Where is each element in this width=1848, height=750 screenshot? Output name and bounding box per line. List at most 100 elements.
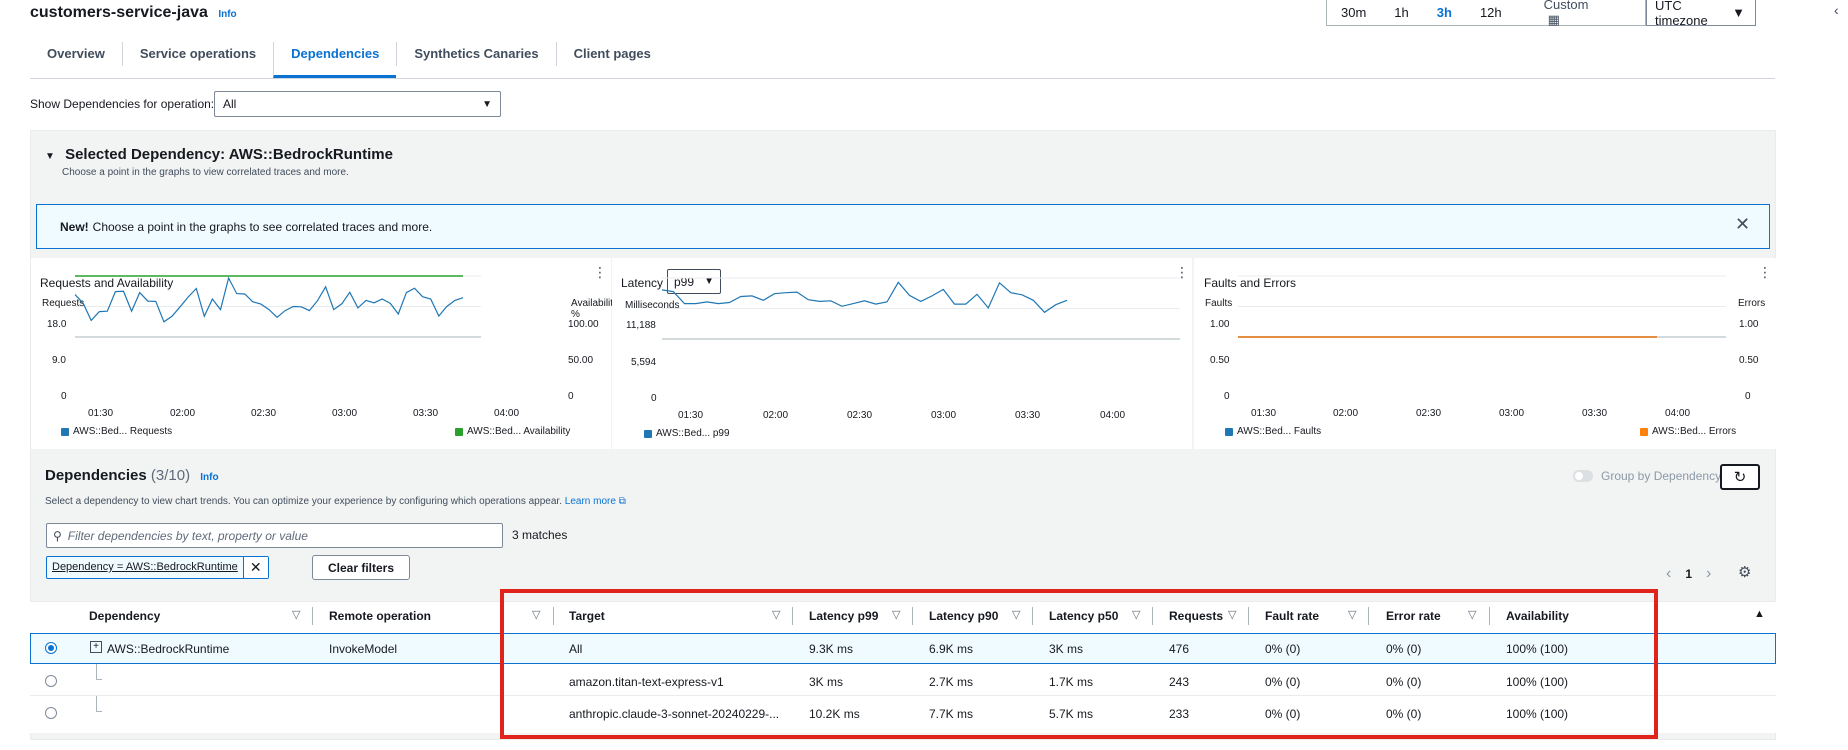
timezone-select[interactable]: UTC timezone ▼ — [1646, 0, 1756, 28]
chevron-right-icon[interactable]: › — [1706, 565, 1712, 582]
cell-error-rate: 0% (0) — [1386, 642, 1422, 656]
y2-tick: 50.00 — [568, 355, 594, 366]
time-range-custom[interactable]: Custom ▦ — [1516, 0, 1645, 28]
filter-search-input[interactable]: ⚲ Filter dependencies by text, property … — [46, 523, 503, 548]
cell-latency-p90: 2.7K ms — [929, 675, 974, 689]
filter-token-label[interactable]: Dependency = AWS::BedrockRuntime — [52, 561, 238, 573]
sort-icon[interactable]: ▽ — [532, 609, 541, 621]
column-header-fault-rate[interactable]: Fault rate — [1265, 609, 1320, 623]
column-header-dependency[interactable]: Dependency — [89, 609, 161, 623]
latency-chart: Latency p99 ▼ Milliseconds 11,188 5,594 0… — [612, 258, 1192, 449]
cell-requests: 243 — [1169, 675, 1190, 689]
selected-dependency-heading[interactable]: ▼ Selected Dependency: AWS::BedrockRunti… — [45, 146, 393, 163]
remove-token-icon[interactable]: ✕ — [242, 557, 268, 578]
page-number[interactable]: 1 — [1685, 567, 1693, 581]
cell-remote-operation: InvokeModel — [329, 642, 398, 656]
cell-availability: 100% (100) — [1506, 707, 1569, 721]
tab-client-pages[interactable]: Client pages — [555, 42, 668, 66]
legend-availability[interactable]: AWS::Bed... Availability — [455, 426, 570, 437]
more-options-icon[interactable]: ⋮ — [1175, 264, 1189, 280]
legend-errors[interactable]: AWS::Bed... Errors — [1640, 426, 1736, 437]
y-tick: 0 — [61, 391, 67, 402]
tab-bar: Overview Service operations Dependencies… — [30, 42, 668, 78]
table-row[interactable] — [30, 664, 1776, 696]
sort-ascending-icon[interactable]: ▲ — [1754, 608, 1765, 620]
more-options-icon[interactable]: ⋮ — [1758, 264, 1772, 280]
operation-select[interactable]: All ▼ — [214, 91, 501, 117]
column-header-latency-p99[interactable]: Latency p99 — [809, 609, 879, 623]
chevron-left-icon[interactable]: ‹ — [1666, 565, 1672, 582]
row-radio[interactable] — [45, 642, 57, 654]
matches-count: 3 matches — [512, 528, 568, 542]
y-tick: 18.0 — [47, 319, 67, 330]
requests-availability-chart: Requests and Availability Requests Avail… — [31, 258, 618, 449]
tab-service-operations[interactable]: Service operations — [121, 42, 273, 66]
y2-tick: 0.50 — [1739, 355, 1759, 366]
expand-icon[interactable]: + — [90, 641, 102, 653]
column-header-remote-operation[interactable]: Remote operation — [329, 609, 432, 623]
column-header-error-rate[interactable]: Error rate — [1386, 609, 1441, 623]
right-axis-label: Errors — [1738, 298, 1766, 309]
more-options-icon[interactable]: ⋮ — [593, 264, 607, 280]
tab-dependencies[interactable]: Dependencies — [273, 42, 397, 78]
column-header-requests[interactable]: Requests — [1169, 609, 1224, 623]
refresh-icon: ↻ — [1733, 469, 1747, 486]
service-title: customers-service-java Info — [30, 4, 237, 21]
x-tick: 03:00 — [332, 408, 358, 419]
close-icon[interactable]: ✕ — [1735, 214, 1751, 234]
table-row[interactable] — [30, 633, 1776, 664]
info-flash: New! Choose a point in the graphs to see… — [36, 204, 1770, 249]
column-header-target[interactable]: Target — [569, 609, 605, 623]
gear-icon[interactable]: ⚙ — [1738, 564, 1752, 581]
flash-text: Choose a point in the graphs to see corr… — [92, 219, 433, 234]
refresh-button[interactable]: ↻ — [1720, 464, 1760, 490]
y-tick: 0 — [1224, 391, 1230, 402]
legend-faults[interactable]: AWS::Bed... Faults — [1225, 426, 1321, 437]
x-tick: 02:30 — [1416, 408, 1442, 419]
caret-down-icon: ▼ — [45, 151, 55, 162]
sort-icon[interactable]: ▽ — [1468, 609, 1477, 621]
sort-icon[interactable]: ▽ — [1228, 609, 1237, 621]
cell-latency-p50: 3K ms — [1049, 642, 1084, 656]
column-header-latency-p50[interactable]: Latency p50 — [1049, 609, 1119, 623]
tab-overview[interactable]: Overview — [47, 46, 105, 61]
time-range-3h[interactable]: 3h — [1436, 5, 1452, 20]
faults-plot[interactable] — [1194, 258, 1776, 449]
latency-plot[interactable] — [612, 258, 1192, 449]
toggle-switch[interactable] — [1573, 470, 1593, 482]
chevron-left-icon[interactable]: ‹ — [1834, 2, 1839, 18]
tab-divider — [30, 78, 1775, 79]
sort-icon[interactable]: ▽ — [1132, 609, 1141, 621]
cell-latency-p50: 5.7K ms — [1049, 707, 1094, 721]
external-link-icon: ⧉ — [618, 496, 626, 507]
time-range-selector: 30m 1h 3h 12h Custom ▦ — [1326, 0, 1646, 28]
learn-more-link[interactable]: Learn more — [564, 496, 616, 507]
row-radio[interactable] — [45, 707, 57, 719]
time-range-30m[interactable]: 30m — [1341, 5, 1367, 20]
dependencies-info-link[interactable]: Info — [200, 472, 219, 483]
dependencies-description: Select a dependency to view chart trends… — [45, 496, 626, 507]
dependencies-heading: Dependencies (3/10) Info — [45, 467, 219, 484]
filter-token[interactable]: Dependency = AWS::BedrockRuntime ✕ — [46, 556, 269, 579]
tab-synthetics-canaries[interactable]: Synthetics Canaries — [396, 42, 555, 66]
clear-filters-button[interactable]: Clear filters — [312, 555, 410, 580]
flash-new-label: New! — [60, 219, 89, 234]
row-radio[interactable] — [45, 675, 57, 687]
legend-requests[interactable]: AWS::Bed... Requests — [61, 426, 172, 437]
sort-icon[interactable]: ▽ — [292, 609, 301, 621]
legend-p99[interactable]: AWS::Bed... p99 — [644, 428, 730, 439]
cell-error-rate: 0% (0) — [1386, 707, 1422, 721]
time-range-12h[interactable]: 12h — [1479, 5, 1502, 20]
sort-icon[interactable]: ▽ — [772, 609, 781, 621]
sort-icon[interactable]: ▽ — [1012, 609, 1021, 621]
dependencies-count: (3/10) — [150, 467, 191, 484]
cell-dependency: AWS::BedrockRuntime — [107, 642, 230, 656]
sort-icon[interactable]: ▽ — [1348, 609, 1357, 621]
column-header-availability[interactable]: Availability — [1506, 609, 1569, 623]
sort-icon[interactable]: ▽ — [892, 609, 901, 621]
time-range-1h[interactable]: 1h — [1394, 5, 1409, 20]
column-header-latency-p90[interactable]: Latency p90 — [929, 609, 999, 623]
requests-plot[interactable] — [31, 258, 611, 449]
title-info-link[interactable]: Info — [218, 9, 237, 20]
group-by-dependency-toggle[interactable]: Group by Dependency — [1573, 469, 1721, 483]
